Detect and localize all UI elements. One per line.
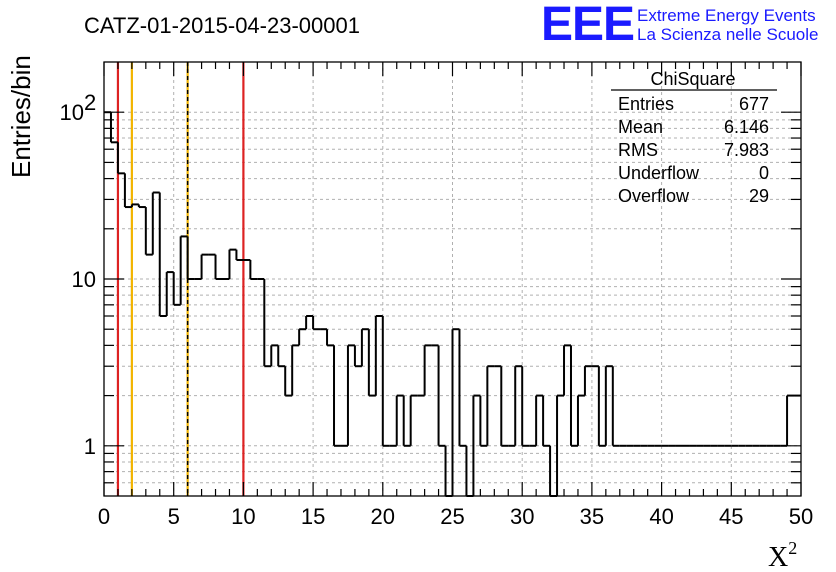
- x-tick-label: 35: [580, 504, 604, 529]
- logo-line-2: La Scienza nelle Scuole: [637, 25, 818, 44]
- stats-label-overflow: Overflow: [618, 186, 690, 206]
- stats-box-title: ChiSquare: [650, 69, 735, 89]
- stats-label-underflow: Underflow: [618, 163, 700, 183]
- x-axis-label-superscript: 2: [788, 538, 797, 558]
- y-tick-label-exponent: 2: [84, 90, 96, 115]
- logo-line-1: Extreme Energy Events: [637, 6, 816, 25]
- x-tick-label: 15: [301, 504, 325, 529]
- chart-title: CATZ-01-2015-04-23-00001: [84, 13, 360, 38]
- x-tick-label: 25: [440, 504, 464, 529]
- x-tick-label: 30: [510, 504, 534, 529]
- x-tick-label: 0: [98, 504, 110, 529]
- eee-logo: EEE Extreme Energy Events La Scienza nel…: [541, 0, 818, 51]
- x-tick-label: 20: [371, 504, 395, 529]
- y-tick-label: 10: [60, 100, 84, 125]
- x-axis-label: X2: [768, 538, 797, 572]
- stats-value-underflow: 0: [759, 163, 769, 183]
- x-tick-label: 50: [789, 504, 813, 529]
- x-tick-label: 5: [168, 504, 180, 529]
- x-tick-label: 40: [649, 504, 673, 529]
- x-tick-label: 10: [231, 504, 255, 529]
- stats-label-mean: Mean: [618, 117, 663, 137]
- stats-value-overflow: 29: [749, 186, 769, 206]
- y-tick-label: 1: [84, 434, 96, 459]
- stats-box: ChiSquare Entries 677 Mean 6.146 RMS 7.9…: [611, 69, 777, 206]
- x-axis-label-text: X: [768, 542, 788, 572]
- stats-label-entries: Entries: [618, 94, 674, 114]
- stats-label-rms: RMS: [618, 140, 658, 160]
- eee-logo-text: EEE: [541, 0, 634, 51]
- y-tick-label: 10: [72, 267, 96, 292]
- x-tick-label: 45: [719, 504, 743, 529]
- y-axis-label: Entries/bin: [6, 55, 36, 178]
- stats-value-entries: 677: [739, 94, 769, 114]
- stats-value-mean: 6.146: [724, 117, 769, 137]
- x-axis-ticks: 0 5 10 15 20 25 30 35 40 45 50: [98, 62, 813, 529]
- stats-value-rms: 7.983: [724, 140, 769, 160]
